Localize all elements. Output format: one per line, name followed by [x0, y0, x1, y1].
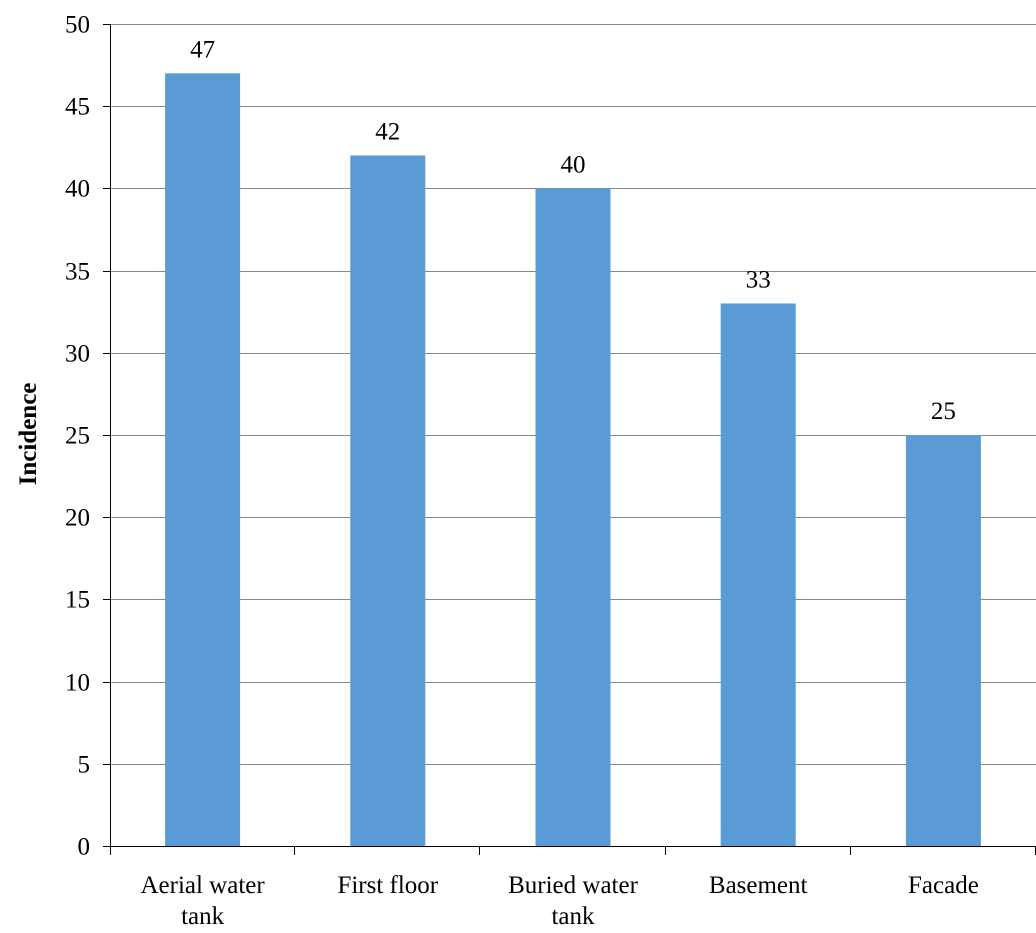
x-category-label-line: tank — [181, 903, 225, 930]
y-axis-title: Incidence — [15, 383, 42, 486]
x-category-label: Aerial water tank — [140, 872, 265, 930]
data-labels: 47 42 40 33 25 — [190, 36, 956, 425]
data-label: 25 — [931, 398, 956, 425]
bar — [350, 155, 426, 846]
y-tick-label: 10 — [65, 670, 90, 697]
y-tick-label: 25 — [65, 423, 90, 450]
x-category-label: Basement — [709, 872, 808, 899]
x-category-label-line: Basement — [709, 872, 808, 899]
x-category-label-line: Facade — [908, 872, 979, 899]
bar — [905, 435, 981, 846]
y-tick-label: 30 — [65, 341, 90, 368]
y-tick-label: 40 — [65, 176, 90, 203]
x-category-label-line: First floor — [337, 872, 438, 899]
bars — [165, 73, 981, 847]
x-category-label: Buried water tank — [508, 872, 638, 930]
y-tick-label: 50 — [65, 12, 90, 39]
x-category-label-line: Buried water — [508, 872, 638, 899]
x-category-label-line: Aerial water — [140, 872, 265, 899]
y-tick-label: 0 — [78, 834, 91, 861]
bar — [165, 73, 241, 846]
x-category-labels: Aerial water tank First floor Buried water t… — [140, 872, 978, 930]
y-tick-labels: 0 5 10 15 20 25 30 35 40 45 50 — [65, 12, 90, 861]
y-tick-label: 5 — [78, 752, 91, 779]
bar — [720, 303, 796, 847]
data-label: 33 — [746, 266, 771, 293]
data-label: 40 — [561, 151, 586, 178]
data-label: 47 — [190, 36, 215, 63]
bar — [535, 188, 611, 846]
x-category-label: Facade — [908, 872, 979, 899]
y-tick-label: 45 — [65, 94, 90, 121]
data-label: 42 — [375, 119, 400, 146]
y-tick-label: 35 — [65, 259, 90, 286]
y-tick-label: 15 — [65, 587, 90, 614]
x-category-label-line: tank — [551, 903, 595, 930]
x-category-label: First floor — [337, 872, 438, 899]
axes — [103, 24, 1036, 855]
y-tick-label: 20 — [65, 505, 90, 532]
